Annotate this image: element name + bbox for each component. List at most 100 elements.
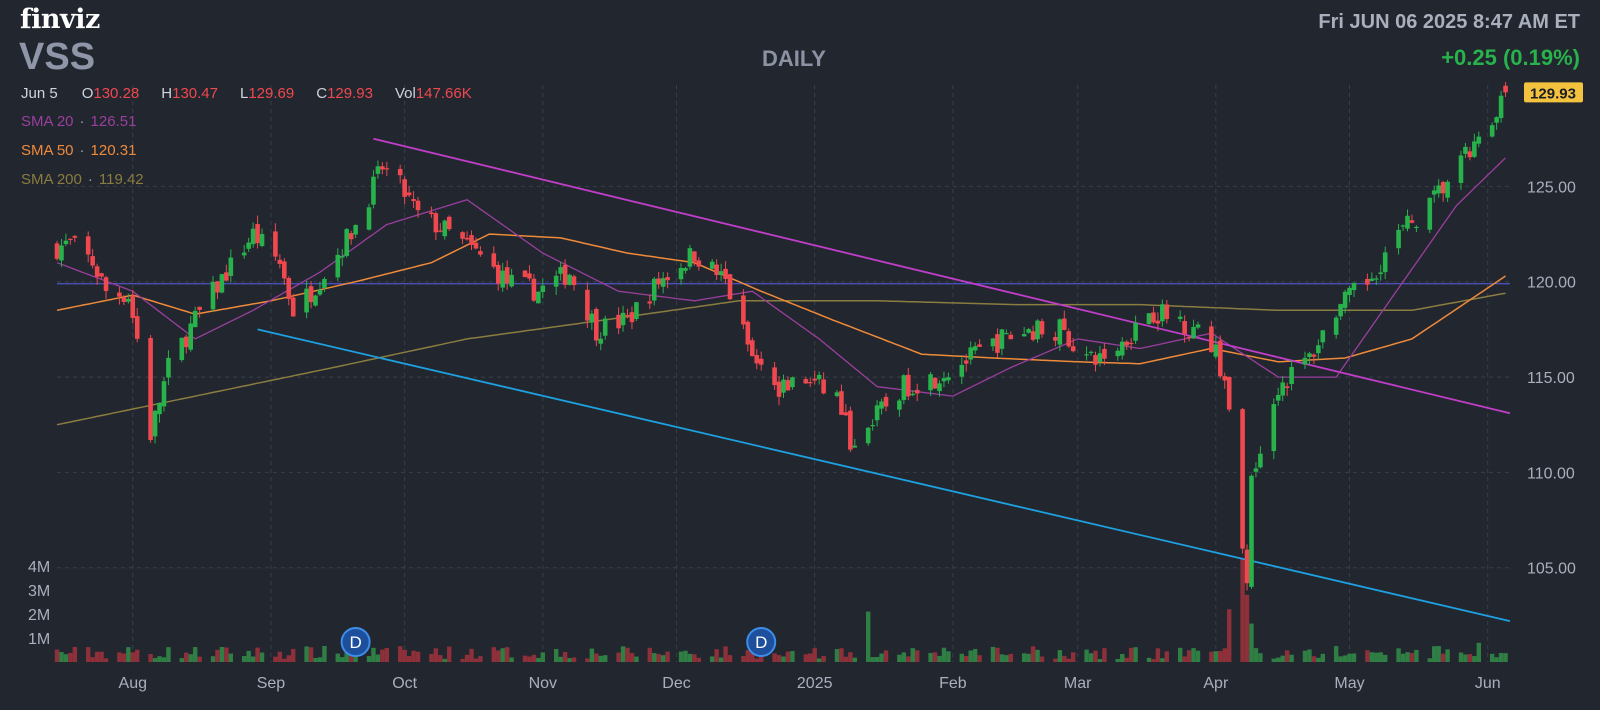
volume-bar <box>652 653 657 662</box>
volume-bar <box>1035 649 1040 662</box>
candle <box>883 393 889 412</box>
volume-bar <box>1218 651 1223 662</box>
candle <box>1191 319 1196 339</box>
volume-bar <box>504 647 510 662</box>
candle <box>1026 327 1031 334</box>
candle <box>879 398 884 415</box>
volume-bar <box>509 657 514 662</box>
candle <box>215 280 220 300</box>
y-axis-tick-label: 105.00 <box>1527 561 1576 578</box>
candle <box>848 406 853 452</box>
candle <box>255 215 260 249</box>
sma20-legend[interactable]: SMA 20 · 126.51 <box>21 113 136 130</box>
volume-bar <box>460 658 465 662</box>
candle-body <box>415 200 421 211</box>
candle-body <box>429 212 434 215</box>
volume-bar <box>1195 650 1201 662</box>
volume-bar <box>1302 650 1308 662</box>
volume-bar <box>500 648 505 662</box>
candle <box>678 263 684 285</box>
candle-body <box>250 228 256 245</box>
candle <box>656 272 662 289</box>
open-label: O <box>81 85 94 102</box>
sma50-legend[interactable]: SMA 50 · 120.31 <box>21 142 136 159</box>
candle <box>594 307 599 347</box>
volume-bar <box>406 655 412 662</box>
dividend-marker[interactable]: D <box>340 627 371 657</box>
volume-bar <box>282 658 287 662</box>
volume-bar <box>972 648 978 662</box>
volume-bar <box>848 652 853 662</box>
candle-body <box>353 224 358 235</box>
dividend-marker-circle <box>746 627 777 657</box>
volume-bar <box>411 650 416 662</box>
candle-body <box>1284 386 1290 388</box>
volume-bar <box>121 653 127 662</box>
candle <box>1275 387 1281 406</box>
candle <box>852 438 858 448</box>
candle <box>313 294 318 307</box>
volume-bars <box>54 558 1508 662</box>
candle <box>495 261 501 291</box>
volume-label: Vol <box>394 85 416 102</box>
volume-bar <box>322 645 327 662</box>
candle-body <box>874 405 880 421</box>
volume-bar <box>179 658 184 662</box>
candle <box>540 278 546 299</box>
volume-bar <box>63 654 69 662</box>
dividend-marker-label: D <box>755 633 767 652</box>
volume-bar <box>865 611 871 662</box>
candle-body <box>241 252 247 256</box>
candle <box>839 384 844 415</box>
high-value: 130.47 <box>172 85 218 102</box>
candle <box>651 277 657 306</box>
candle-body <box>259 234 265 247</box>
candle-body <box>63 240 69 245</box>
volume-bar <box>1151 659 1156 662</box>
volume-bar <box>883 650 889 662</box>
volume-bar <box>1004 655 1009 662</box>
finviz-logo[interactable]: finviz <box>20 4 100 35</box>
candle-body <box>781 379 786 393</box>
candle <box>620 305 626 332</box>
candle <box>371 170 376 209</box>
candle <box>63 233 69 247</box>
candle <box>718 263 724 281</box>
volume-bar <box>99 651 104 662</box>
candle-body <box>473 242 479 249</box>
candle-body <box>910 393 916 396</box>
candle <box>589 310 595 331</box>
candle <box>1053 331 1058 347</box>
candle-body <box>1209 326 1214 353</box>
volume-bar <box>1351 653 1357 662</box>
candle-body <box>1463 146 1468 154</box>
candle-body <box>157 403 162 415</box>
candle <box>384 161 390 176</box>
candle <box>446 215 452 231</box>
candle <box>1440 180 1446 202</box>
candle <box>1226 376 1232 412</box>
candle-body <box>126 298 131 302</box>
volume-bar <box>1160 658 1165 662</box>
volume-bar <box>634 656 639 662</box>
volume-bar <box>625 647 630 662</box>
volume-bar <box>790 651 795 662</box>
candle <box>781 374 786 398</box>
volume-bar <box>397 646 403 662</box>
sma200-legend[interactable]: SMA 200 · 119.42 <box>21 171 144 188</box>
volume-bar <box>1115 658 1120 662</box>
ticker-symbol: VSS <box>19 36 96 78</box>
volume-bar <box>317 657 323 662</box>
candle <box>1405 209 1410 232</box>
dividend-marker[interactable]: D <box>746 627 777 657</box>
candle <box>1400 224 1406 232</box>
candle-body <box>152 410 158 437</box>
candle-body <box>848 410 853 450</box>
y-axis-tick-label: 125.00 <box>1527 179 1576 196</box>
candle <box>1128 338 1134 350</box>
candle <box>1209 320 1214 353</box>
candle-body <box>625 314 630 317</box>
candle-body <box>1302 357 1308 365</box>
volume-bar <box>197 656 202 662</box>
